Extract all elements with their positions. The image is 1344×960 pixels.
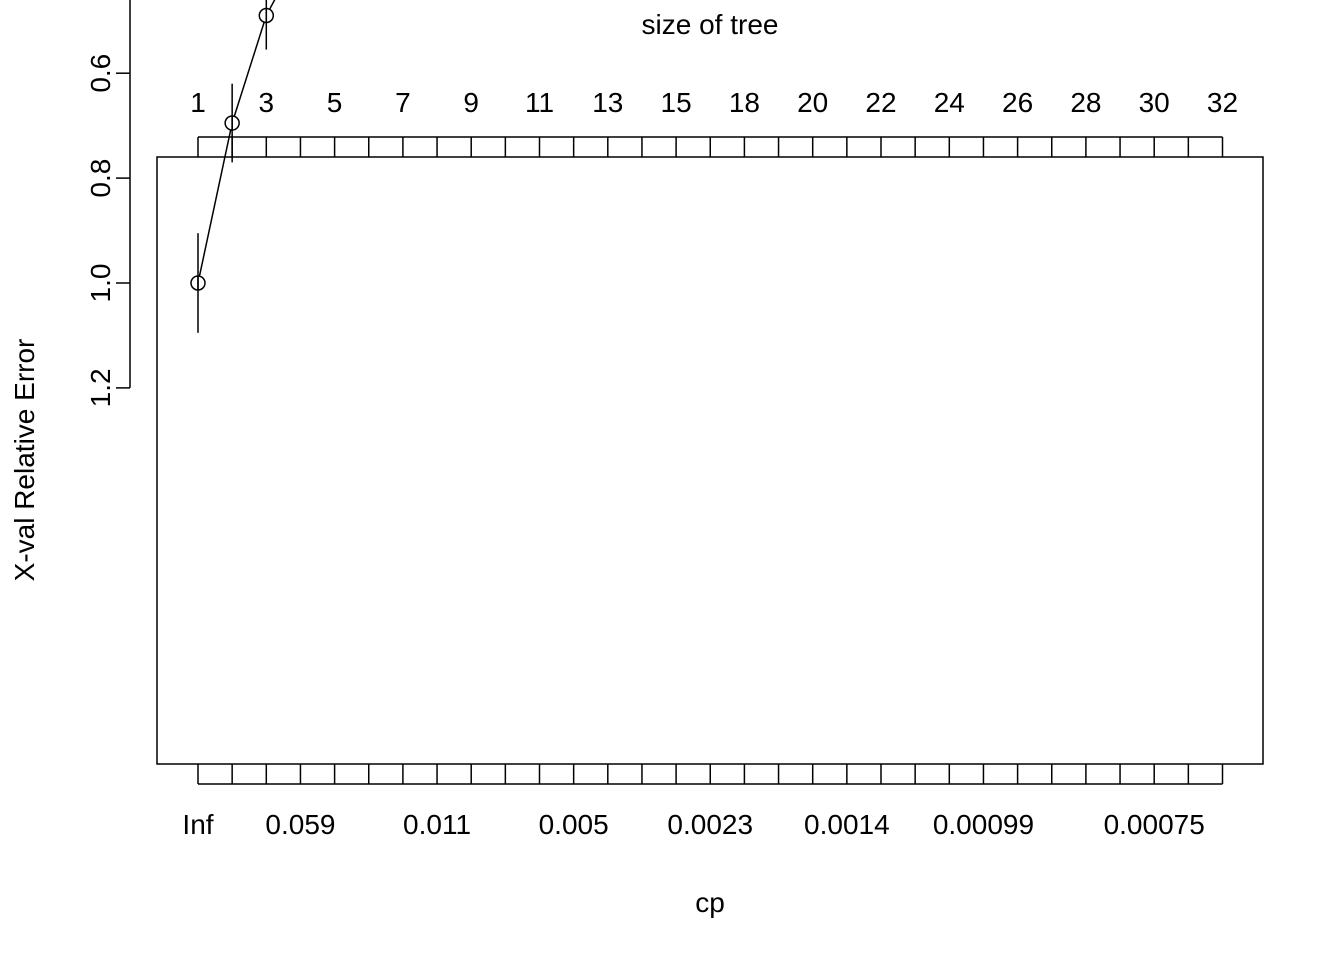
- top-tick-label: 30: [1139, 87, 1170, 118]
- series-group: [190, 0, 276, 333]
- top-tick-label: 26: [1002, 87, 1033, 118]
- bottom-tick-label: 0.00099: [933, 809, 1034, 840]
- y-axis: 0.20.40.60.81.01.2: [85, 0, 131, 407]
- data-point: [224, 115, 240, 131]
- plot-frame: [156, 156, 1264, 765]
- bottom-tick-label: 0.0023: [667, 809, 753, 840]
- top-tick-label: 9: [463, 87, 479, 118]
- top-tick-label: 18: [729, 87, 760, 118]
- series-line-segment: [233, 21, 265, 117]
- top-tick-label: 28: [1070, 87, 1101, 118]
- top-tick-label: 20: [797, 87, 828, 118]
- bottom-tick-label: 0.059: [265, 809, 335, 840]
- top-axis-title: size of tree: [642, 9, 779, 40]
- y-axis-title: X-val Relative Error: [9, 339, 40, 582]
- top-tick-label: 5: [327, 87, 343, 118]
- bottom-tick-label: 0.0014: [804, 809, 890, 840]
- top-tick-label: 22: [865, 87, 896, 118]
- top-tick-label: 3: [259, 87, 275, 118]
- series-line-segment: [198, 129, 232, 277]
- top-tick-label: 7: [395, 87, 411, 118]
- data-point: [190, 275, 206, 291]
- bottom-axis: Inf 0.059 0.011 0.005 0.0023 0.0014 0.00099 0.0…: [182, 764, 1224, 840]
- y-tick-label: 0.6: [85, 54, 116, 93]
- top-tick-label: 32: [1207, 87, 1238, 118]
- data-point: [258, 7, 275, 24]
- top-axis: 1 3 5 7 9 11 13 15 18 20 22 24 26 28 30 32: [190, 87, 1238, 157]
- x-axis-title: cp: [695, 887, 725, 918]
- bottom-tick-label: 0.005: [539, 809, 609, 840]
- top-tick-label: 24: [934, 87, 965, 118]
- series-line-segment: [268, 0, 276, 10]
- y-tick-label: 1.2: [85, 368, 116, 407]
- y-tick-label: 1.0: [85, 264, 116, 303]
- bottom-tick-label: 0.011: [403, 809, 471, 840]
- bottom-tick-label: 0.00075: [1104, 809, 1205, 840]
- top-tick-label: 1: [190, 87, 206, 118]
- bottom-tick-label: Inf: [182, 809, 213, 840]
- top-tick-label: 11: [525, 87, 554, 118]
- top-tick-label: 13: [592, 87, 623, 118]
- y-tick-label: 0.8: [85, 159, 116, 198]
- top-tick-label: 15: [661, 87, 692, 118]
